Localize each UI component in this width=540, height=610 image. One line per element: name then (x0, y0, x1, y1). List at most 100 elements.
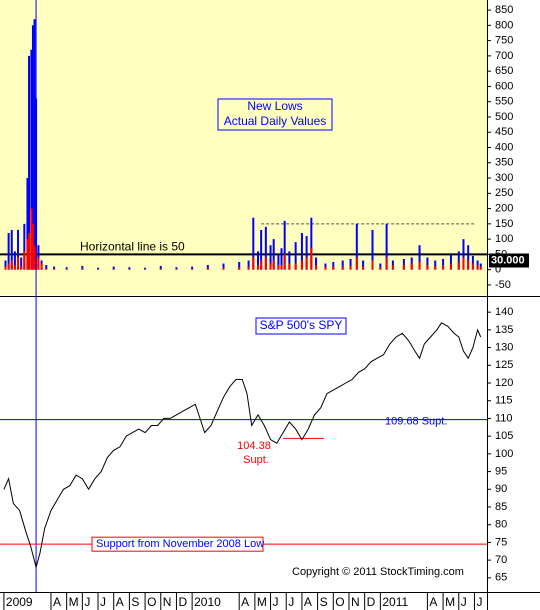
bar (471, 263, 474, 270)
y-tick-label: 70 (495, 554, 507, 566)
x-tick-label: J (288, 595, 294, 609)
y-tick-label: 110 (495, 412, 513, 424)
last-value-box (489, 253, 529, 268)
x-tick-label: D (178, 595, 187, 609)
y-tick-label: 700 (495, 50, 513, 62)
bar (315, 257, 318, 270)
title-box (255, 317, 347, 335)
x-tick-label: A (241, 595, 249, 609)
y-tick-label: 250 (495, 187, 513, 199)
bar (379, 267, 382, 270)
bar (10, 229, 13, 270)
bar (280, 265, 283, 270)
bar (288, 251, 291, 270)
bar (355, 257, 358, 270)
bar (128, 267, 131, 270)
bar (191, 266, 194, 270)
bar (324, 263, 327, 270)
x-tick-label: J (273, 595, 279, 609)
bar (97, 267, 100, 270)
bar (310, 248, 313, 270)
y-tick-label: 80 (495, 519, 507, 531)
bar (252, 217, 255, 270)
chart-subtitle: Actual Daily Values (224, 114, 327, 128)
bar (402, 258, 405, 270)
bar (277, 254, 280, 270)
bar (269, 263, 272, 270)
bar (257, 251, 260, 270)
bar (26, 178, 29, 270)
bar (442, 265, 445, 270)
y-tick-label: 135 (495, 324, 513, 336)
y-tick-label: 105 (495, 430, 513, 442)
bar (222, 263, 225, 270)
bar (300, 233, 303, 270)
bar (144, 269, 147, 270)
support-value: 104.38 (237, 440, 271, 452)
chart-title: S&P 500's SPY (260, 318, 343, 332)
bar (305, 236, 308, 270)
bar (112, 266, 115, 270)
x-tick-label: A (429, 595, 437, 609)
bar (300, 260, 303, 270)
y-tick-label: 90 (495, 483, 507, 495)
y-tick-label: 120 (495, 377, 513, 389)
bar (434, 260, 437, 270)
bar (418, 262, 421, 270)
bar (65, 267, 68, 270)
low-label-box (91, 536, 264, 552)
bar (471, 255, 474, 270)
bar (17, 257, 20, 270)
bar (379, 263, 382, 270)
y-tick-label: 850 (495, 4, 513, 16)
y-tick-label: 450 (495, 126, 513, 138)
price-line (3, 322, 482, 570)
x-tick-label: M (257, 595, 267, 609)
low-support-label: Support from November 2008 Low (96, 538, 264, 550)
bar (457, 251, 460, 270)
bar (7, 233, 10, 270)
bar (247, 266, 250, 270)
bar (175, 268, 178, 270)
bar (81, 265, 84, 270)
bar (45, 265, 48, 270)
bar (324, 267, 327, 270)
bar (310, 217, 313, 270)
bar (257, 265, 260, 270)
bar (45, 268, 48, 270)
bar (238, 267, 241, 270)
bar (402, 265, 405, 270)
bar (23, 223, 26, 270)
bar (332, 266, 335, 270)
y-tick-label: 600 (495, 80, 513, 92)
y-tick-label: 550 (495, 96, 513, 108)
bar (13, 265, 16, 270)
bar (426, 265, 429, 270)
y-tick-label: 650 (495, 65, 513, 77)
support-note: Supt. (243, 454, 269, 466)
y-tick-label: 400 (495, 141, 513, 153)
bar (467, 245, 470, 270)
y-tick-label: 0 (495, 264, 501, 276)
bar (144, 267, 147, 270)
bar (30, 208, 33, 270)
bar (13, 251, 16, 270)
bar (37, 245, 40, 270)
y-tick-label: 200 (495, 202, 513, 214)
bar (332, 262, 335, 270)
bar (33, 19, 36, 270)
bar (30, 49, 33, 270)
bar (362, 266, 365, 270)
y-tick-label: 115 (495, 395, 513, 407)
bar (7, 263, 10, 270)
bar (28, 55, 31, 270)
bar (252, 257, 255, 270)
y-tick-label: 150 (495, 218, 513, 230)
bar (462, 239, 465, 270)
x-tick-label: O (147, 595, 156, 609)
bar (457, 262, 460, 270)
y-tick-label: 125 (495, 359, 513, 371)
x-tick-label: S (320, 595, 328, 609)
bar (467, 260, 470, 270)
